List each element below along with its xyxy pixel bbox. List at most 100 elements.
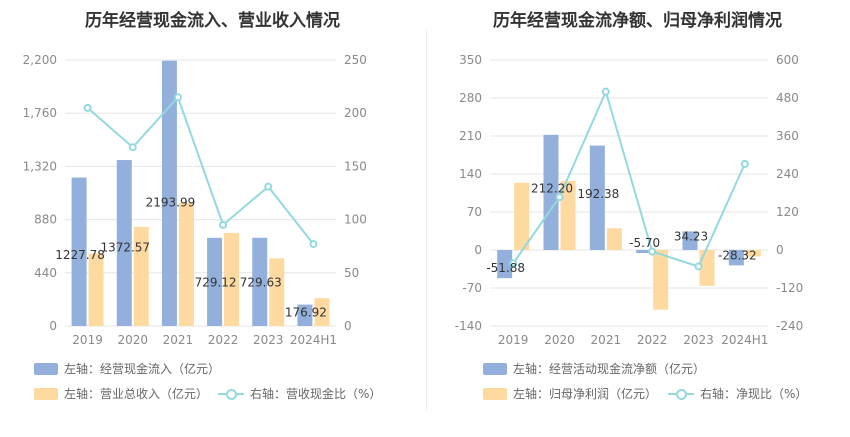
legend-swatch-netflow [483,363,507,375]
data-label: 212.20 [531,181,573,195]
data-label: 1227.78 [55,248,105,262]
bar-series1 [116,160,132,326]
right-chart-title: 历年经营现金流净额、归母净利润情况 [493,11,782,31]
left-axis-tick: 0 [49,319,57,333]
bar-series1 [71,177,87,326]
left-legend-bar2[interactable]: 左轴：营业总收入（亿元） [34,385,208,402]
right-axis-tick: 120 [776,205,799,219]
line-point [173,93,182,102]
x-axis-tick: 2023 [683,333,714,347]
bar-series2 [88,253,104,326]
bar-series2 [314,298,330,326]
x-axis-tick: 2020 [544,333,575,347]
line-point [83,103,92,112]
left-chart-panel: 历年经营现金流入、营业收入情况 0 440 880 1,320 1,760 2,200 0 5… [23,11,382,402]
data-label: 729.63 [240,275,282,289]
x-axis-tick: 2023 [253,333,284,347]
left-legend-line[interactable]: 右轴：营收现金比（%） [218,385,381,402]
right-axis-tick: 600 [776,53,799,67]
bar-series1 [297,304,313,326]
data-label: 34.23 [674,230,708,244]
line-point [219,220,228,229]
left-axis-tick: 1,320 [23,159,57,173]
bar-series1 [589,145,605,250]
right-axis-tick: 200 [344,106,367,120]
right-legend-line[interactable]: 右轴：净现比（%） [668,385,807,402]
data-label: -5.70 [629,236,660,250]
right-axis-tick: 100 [344,213,367,227]
data-label: 1372.57 [100,240,150,254]
bar-series1 [252,237,268,326]
legend-label: 右轴：净现比（%） [700,387,808,401]
bar-series2 [178,202,194,326]
bar-series1 [728,250,744,266]
legend-swatch-inflow [34,363,58,375]
line-point [555,193,564,202]
x-axis-tick: 2021 [591,333,622,347]
left-axis-tick: 0 [474,243,482,257]
right-axis-tick: 480 [776,91,799,105]
left-axis-tick: 350 [459,53,482,67]
right-axis-tick: 0 [344,319,352,333]
right-axis-tick: -240 [776,319,803,333]
bar-series1 [682,231,698,250]
left-axis-tick: -140 [455,319,482,333]
bar-series2 [699,250,715,286]
line-point [509,259,518,268]
bar-series1 [161,60,177,327]
line-point [264,182,273,191]
line-point [309,240,318,249]
bar-series2 [653,250,669,310]
legend-label: 左轴：营业总收入（亿元） [64,387,209,401]
right-axis-tick: -120 [776,281,803,295]
panel-divider [426,30,427,410]
x-axis-tick: 2022 [208,333,239,347]
bar-series1 [636,250,652,254]
legend-label: 左轴：经营活动现金流净额（亿元） [513,362,706,376]
left-legend-bar1[interactable]: 左轴：经营现金流入（亿元） [34,360,220,377]
bar-series2 [133,226,149,326]
left-axis-tick: 140 [459,167,482,181]
left-axis-tick: 2,200 [23,53,57,67]
legend-label: 左轴：归母净利润（亿元） [513,387,658,401]
right-chart-panel: 历年经营现金流净额、归母净利润情况 -140 -70 0 70 140 210 280 350… [425,0,850,437]
right-legend-bar1[interactable]: 左轴：经营活动现金流净额（亿元） [483,360,705,377]
data-label: -28.32 [718,248,757,262]
legend-swatch-line [218,388,244,400]
left-axis-tick: 70 [467,205,482,219]
line-point [694,262,703,271]
legend-swatch-line [668,388,694,400]
line-point [648,247,657,256]
bar-series1 [543,134,559,250]
bar-series2 [560,181,576,250]
data-label: 192.38 [577,187,619,201]
bar-series2 [745,250,761,257]
line-series3 [86,95,315,245]
line-point [601,87,610,96]
right-legend-bar2[interactable]: 左轴：归母净利润（亿元） [483,385,657,402]
bar-series2 [269,258,285,326]
data-label: 2193.99 [146,196,196,210]
bar-series2 [514,182,530,250]
left-chart-title: 历年经营现金流入、营业收入情况 [85,11,340,31]
left-chart-svg: 0 440 880 1,320 1,760 2,200 0 50 100 150 200 250 201… [23,53,367,347]
right-axis-tick: 50 [344,266,359,280]
data-label: -51.88 [486,261,525,275]
left-axis-tick: 880 [34,213,57,227]
right-axis-tick: 150 [344,159,367,173]
x-axis-tick: 2024H1 [290,333,337,347]
right-axis-tick: 250 [344,53,367,67]
left-axis-tick: 210 [459,129,482,143]
x-axis-tick: 2024H1 [721,333,768,347]
data-label: 176.92 [285,305,327,319]
legend-label: 左轴：经营现金流入（亿元） [64,362,221,376]
line-series3 [512,88,746,268]
bar-series1 [207,237,223,326]
legend-swatch-revenue [34,388,58,400]
data-label: 729.12 [195,275,237,289]
left-axis-tick: 280 [459,91,482,105]
x-axis-tick: 2019 [498,333,529,347]
legend-swatch-netprofit [483,388,507,400]
right-axis-tick: 240 [776,167,799,181]
right-axis-tick: 0 [776,243,784,257]
